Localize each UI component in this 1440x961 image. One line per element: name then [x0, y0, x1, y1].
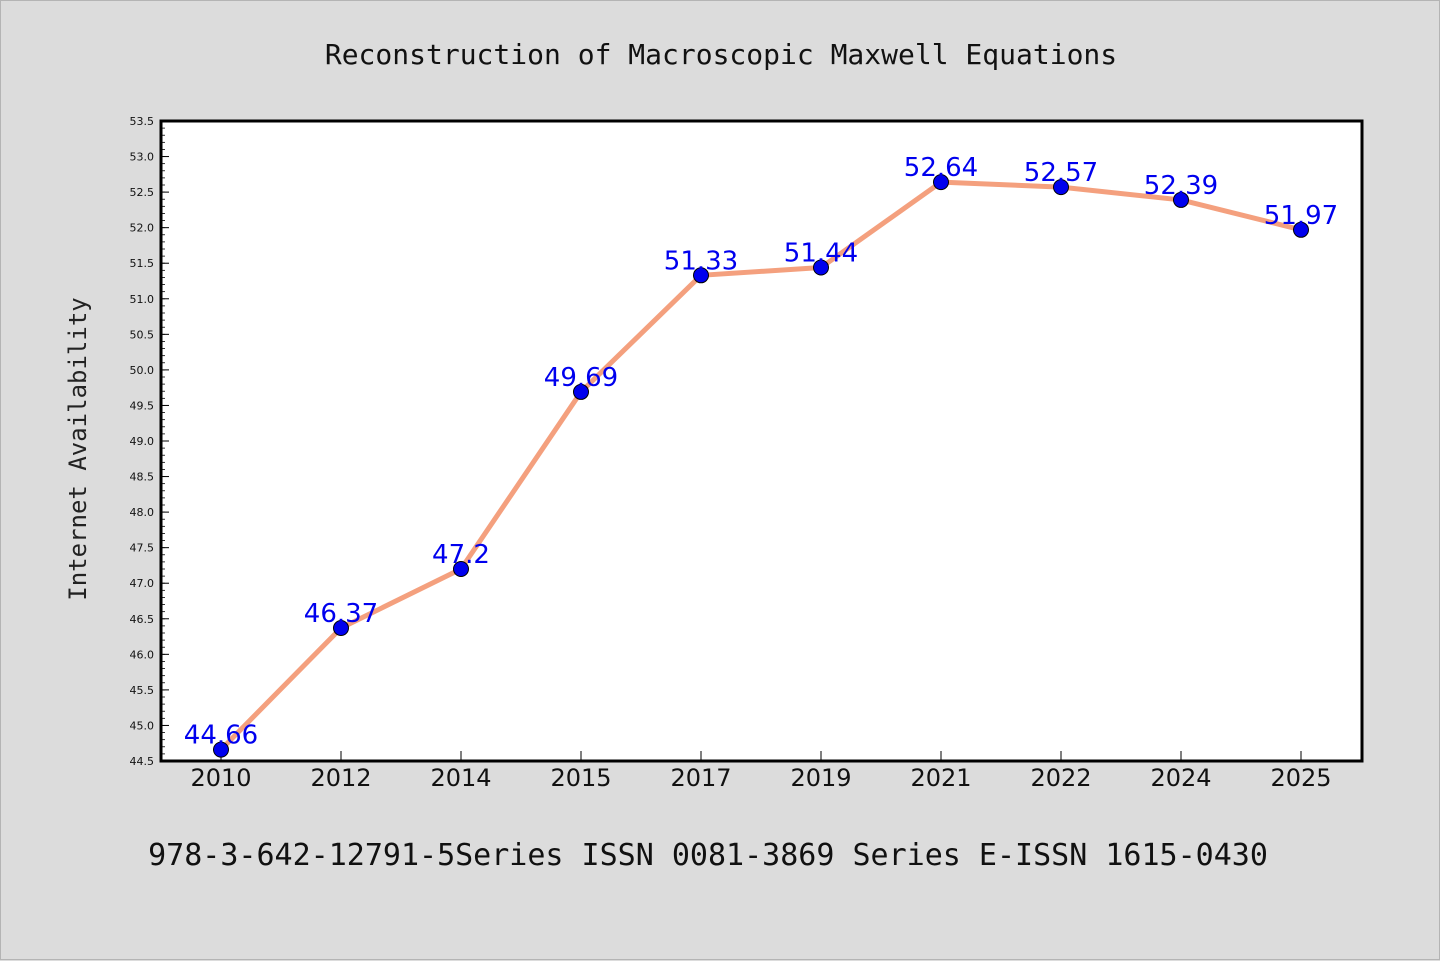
x-axis: 2010 2012 2014 2015 2017 2019 2021 2022 2024 2025: [190, 751, 1332, 792]
chart-title: Reconstruction of Macroscopic Maxwell Eq…: [325, 38, 1117, 71]
data-point: [333, 620, 349, 637]
y-tick-label: 49.5: [130, 399, 155, 412]
data-label: 52.57: [1024, 158, 1098, 188]
y-tick-label: 47.0: [130, 577, 155, 590]
data-point: [213, 741, 229, 758]
y-tick-label: 53.5: [130, 115, 155, 128]
data-point: [1293, 221, 1309, 238]
y-tick-label: 52.0: [130, 222, 155, 235]
x-tick-label: 2015: [550, 764, 611, 792]
data-point: [453, 561, 469, 577]
y-tick-label: 47.5: [130, 542, 155, 555]
series-layer: 44.66 46.37 47.2 49.69 51.33 51.44 52.64 52.57 5…: [184, 153, 1338, 758]
plot-area: [159, 119, 1364, 763]
y-axis-label: Internet Availability: [64, 297, 92, 600]
data-label: 51.44: [784, 238, 858, 268]
x-tick-label: 2021: [910, 764, 971, 792]
data-label: 52.39: [1144, 171, 1218, 201]
y-tick-label: 44.5: [130, 755, 155, 768]
y-tick-label: 51.5: [130, 257, 155, 270]
data-label: 52.64: [904, 153, 978, 183]
x-tick-label: 2017: [670, 764, 731, 792]
data-label: 51.33: [664, 246, 738, 276]
y-tick-label: 46.0: [130, 648, 155, 661]
y-tick-label: 53.0: [130, 151, 155, 164]
data-label: 46.37: [304, 599, 378, 629]
data-label: 49.69: [544, 363, 618, 393]
y-tick-label: 48.5: [130, 471, 155, 484]
data-label: 44.66: [184, 721, 258, 751]
y-tick-label: 45.5: [130, 684, 155, 697]
data-point: [813, 259, 829, 276]
data-point: [573, 383, 589, 400]
y-axis: 44.5 45.0 45.5 46.0 46.5 47.0 47.5 48.0 48.5 49.0…: [130, 115, 169, 768]
x-tick-label: 2012: [310, 764, 371, 792]
y-tick-label: 50.5: [130, 328, 155, 341]
data-point: [1173, 191, 1189, 208]
x-tick-label: 2025: [1270, 764, 1331, 792]
y-tick-label: 51.0: [130, 293, 155, 306]
y-tick-label: 46.5: [130, 613, 155, 626]
series-line: [218, 179, 1304, 753]
data-label: 47.2: [432, 540, 490, 570]
footer-text: 978-3-642-12791-5Series ISSN 0081-3869 S…: [148, 838, 1268, 873]
y-tick-label: 50.0: [130, 364, 155, 377]
y-tick-label: 48.0: [130, 506, 155, 519]
x-tick-label: 2014: [430, 764, 491, 792]
y-tick-label: 49.0: [130, 435, 155, 448]
x-tick-label: 2010: [190, 764, 251, 792]
data-point: [933, 174, 949, 191]
x-tick-label: 2024: [1150, 764, 1211, 792]
y-tick-label: 52.5: [130, 186, 155, 199]
data-label: 51.97: [1264, 201, 1338, 231]
data-point: [693, 267, 709, 284]
data-point: [1053, 179, 1069, 196]
x-tick-label: 2022: [1030, 764, 1091, 792]
x-tick-label: 2019: [790, 764, 851, 792]
y-tick-label: 45.0: [130, 719, 155, 732]
